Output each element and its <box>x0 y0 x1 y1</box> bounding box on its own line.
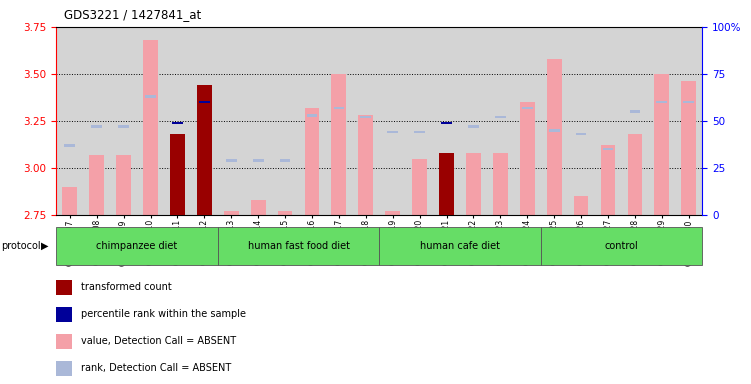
Text: human fast food diet: human fast food diet <box>248 241 349 251</box>
Text: human cafe diet: human cafe diet <box>420 241 500 251</box>
Bar <box>199 101 210 103</box>
Bar <box>56 227 218 265</box>
Bar <box>385 211 400 215</box>
Bar <box>62 187 77 215</box>
Bar <box>574 196 589 215</box>
Bar <box>683 101 694 103</box>
Bar <box>197 85 212 215</box>
Bar <box>441 122 452 124</box>
Text: ▶: ▶ <box>41 241 49 251</box>
Bar <box>89 155 104 215</box>
Bar <box>468 126 479 128</box>
Bar <box>116 155 131 215</box>
Bar <box>56 334 72 349</box>
Bar <box>466 153 481 215</box>
Bar <box>681 81 696 215</box>
Bar <box>549 129 559 132</box>
Bar <box>224 211 239 215</box>
Text: value, Detection Call = ABSENT: value, Detection Call = ABSENT <box>81 336 236 346</box>
Bar <box>56 280 72 295</box>
Bar <box>547 59 562 215</box>
Text: GDS3221 / 1427841_at: GDS3221 / 1427841_at <box>64 8 201 21</box>
Bar <box>331 74 346 215</box>
Bar <box>654 74 669 215</box>
Bar <box>56 361 72 376</box>
Bar <box>305 108 319 215</box>
Bar <box>360 116 371 118</box>
Bar <box>278 211 292 215</box>
Bar <box>358 115 373 215</box>
Bar <box>65 144 75 147</box>
Bar <box>333 107 344 109</box>
Bar <box>226 159 237 162</box>
Bar <box>388 131 398 134</box>
Bar <box>92 126 102 128</box>
Bar <box>56 307 72 322</box>
Bar <box>602 148 614 151</box>
Bar <box>253 159 264 162</box>
Bar <box>251 200 266 215</box>
Text: percentile rank within the sample: percentile rank within the sample <box>81 309 246 319</box>
Bar <box>199 101 210 103</box>
Bar <box>656 101 667 103</box>
Bar <box>218 227 379 265</box>
Bar <box>576 133 587 135</box>
Bar <box>541 227 702 265</box>
Bar <box>520 102 535 215</box>
Text: protocol: protocol <box>2 241 41 251</box>
Bar <box>522 107 532 109</box>
Bar <box>118 126 129 128</box>
Bar <box>170 134 185 215</box>
Bar <box>495 116 505 118</box>
Bar <box>415 131 425 134</box>
Bar <box>379 227 541 265</box>
Bar <box>306 114 318 116</box>
Bar <box>439 159 454 215</box>
Bar <box>172 122 182 124</box>
Bar <box>629 110 641 113</box>
Text: rank, Detection Call = ABSENT: rank, Detection Call = ABSENT <box>81 363 231 373</box>
Bar <box>601 146 615 215</box>
Bar <box>145 95 156 98</box>
Text: transformed count: transformed count <box>81 282 172 293</box>
Bar <box>628 134 642 215</box>
Text: control: control <box>605 241 638 251</box>
Bar <box>412 159 427 215</box>
Bar <box>441 122 452 124</box>
Bar <box>493 153 508 215</box>
Bar <box>279 159 291 162</box>
Bar <box>143 40 158 215</box>
Bar <box>439 153 454 215</box>
Text: chimpanzee diet: chimpanzee diet <box>96 241 178 251</box>
Bar <box>172 122 182 124</box>
